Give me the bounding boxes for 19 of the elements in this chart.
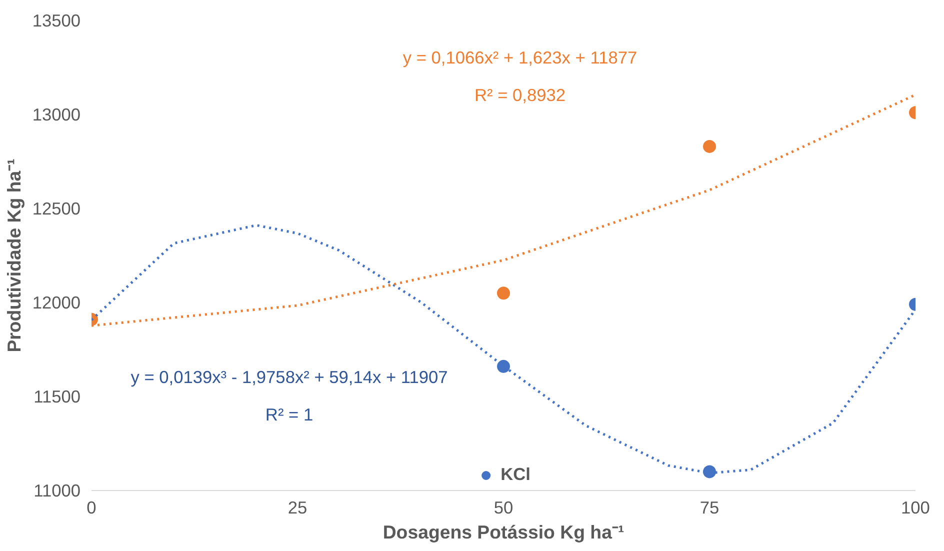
annotation: R² = 0,8932 — [474, 85, 566, 106]
x-tick-label: 0 — [86, 498, 96, 518]
x-tick-label: 25 — [288, 498, 308, 518]
y-tick-label: 12500 — [32, 198, 80, 218]
annotation: R² = 1 — [265, 404, 314, 425]
y-tick-label: 12000 — [32, 292, 80, 312]
x-tick-label: 75 — [700, 498, 720, 518]
y-axis-title: Produtividade Kg ha⁻¹ — [3, 158, 24, 352]
y-tick-label: 13500 — [32, 10, 80, 30]
x-tick-label: 50 — [494, 498, 514, 518]
annotation: y = 0,1066x² + 1,623x + 11877 — [402, 48, 638, 68]
y-tick-label: 13000 — [32, 104, 80, 124]
legend-label: KCl — [500, 464, 530, 485]
y-tick-label: 11000 — [34, 480, 81, 500]
x-axis-title: Dosagens Potássio Kg ha⁻¹ — [382, 522, 624, 542]
annotation: y = 0,0139x³ - 1,9758x² + 59,14x + 11907 — [130, 367, 448, 388]
point — [497, 360, 510, 373]
x-tick-label: 100 — [901, 498, 930, 518]
y-tick-label: 11500 — [34, 386, 81, 406]
